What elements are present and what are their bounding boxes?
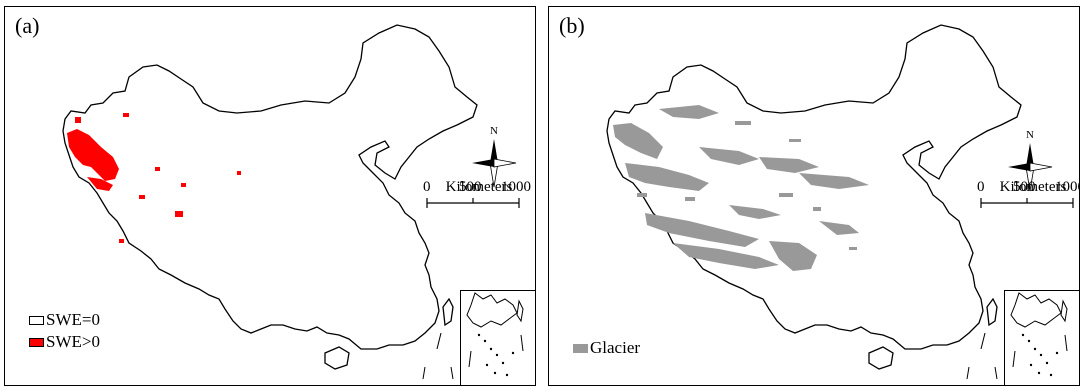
- scale-tick-500: 500: [459, 179, 482, 195]
- legend: Glacier: [573, 337, 640, 359]
- island-dashes: [422, 332, 454, 380]
- legend-label: Glacier: [590, 338, 641, 357]
- china-map: [62, 24, 478, 380]
- legend-swatch-gray: [573, 343, 588, 353]
- legend: SWE=0 SWE>0: [29, 309, 100, 353]
- scale-line: [426, 198, 520, 208]
- compass-north-arrow-icon: [1008, 143, 1053, 192]
- scale-tick-0: 0: [423, 179, 431, 195]
- scale-tick-500: 500: [1013, 179, 1036, 195]
- china-map: [606, 24, 1022, 380]
- compass-north-arrow-icon: [472, 139, 517, 188]
- scale-unit: Kilometers: [445, 179, 513, 195]
- south-china-sea-inset: [460, 290, 535, 385]
- north-arrow: N: [1005, 129, 1055, 195]
- map-panel-a: (a) N 0 500 1000 Kilometers SWE=0 SWE>0: [4, 6, 536, 386]
- legend-item-glacier: Glacier: [573, 337, 640, 359]
- inset-map: [1010, 292, 1068, 377]
- legend-item-swe-zero: SWE=0: [29, 309, 100, 331]
- scale-tick-1000: 1000: [501, 179, 531, 195]
- panel-label: (b): [559, 13, 585, 38]
- legend-label: SWE>0: [46, 332, 100, 351]
- scale-bar: 0 500 1000 Kilometers: [419, 179, 535, 229]
- legend-item-swe-positive: SWE>0: [29, 331, 100, 353]
- scale-unit: Kilometers: [999, 179, 1067, 195]
- legend-swatch-white: [29, 315, 44, 325]
- north-label: N: [490, 125, 498, 137]
- north-arrow: N: [469, 125, 519, 191]
- scale-tick-0: 0: [977, 179, 985, 195]
- swe-positive-areas: [67, 113, 241, 243]
- scale-line: [980, 198, 1074, 208]
- scale-bar: 0 500 1000 Kilometers: [973, 179, 1079, 229]
- panel-label: (a): [15, 13, 40, 38]
- legend-swatch-red: [29, 337, 44, 347]
- legend-label: SWE=0: [46, 310, 100, 329]
- scale-tick-1000: 1000: [1055, 179, 1079, 195]
- inset-map: [466, 292, 524, 377]
- island-dashes: [966, 332, 998, 380]
- map-panel-b: (b) N 0 500 1000 Kilometers Glacier: [548, 6, 1080, 386]
- south-china-sea-inset: [1004, 290, 1079, 385]
- glacier-areas: [613, 105, 869, 271]
- north-label: N: [1026, 129, 1034, 141]
